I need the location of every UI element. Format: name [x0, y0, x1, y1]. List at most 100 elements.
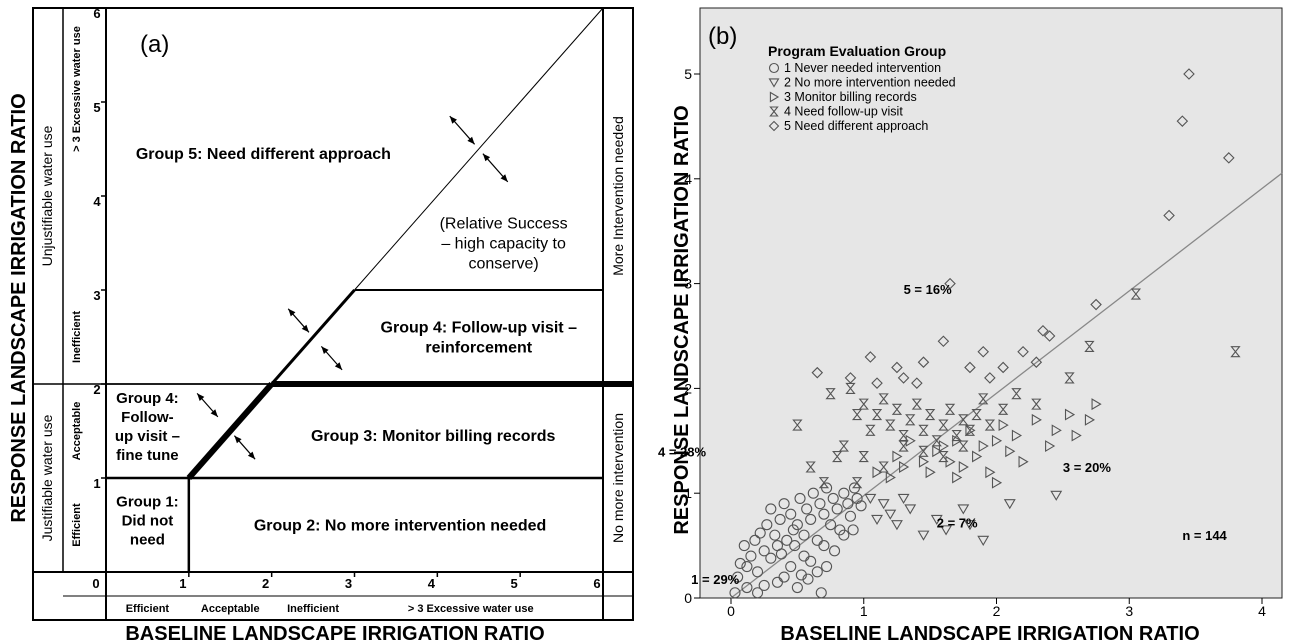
- legend-marker-4: [769, 106, 779, 117]
- data-point-series-4: [951, 430, 962, 442]
- data-point-series-1: [765, 503, 777, 515]
- data-point-series-3: [918, 455, 930, 468]
- data-point-series-4: [938, 450, 949, 463]
- data-point-series-3: [885, 471, 896, 484]
- data-point-series-4: [865, 424, 876, 436]
- data-point-series-4: [1031, 398, 1042, 410]
- panel-a-left-label: Justifiable water use: [39, 414, 55, 541]
- data-point-series-3: [972, 450, 983, 463]
- data-point-series-4: [938, 419, 949, 431]
- panel-a-bands: Efficient Acceptable Inefficient > 3 Excess…: [39, 26, 626, 615]
- data-point-series-2: [977, 535, 990, 546]
- panel-a-x-tick-label: 5: [511, 576, 518, 591]
- data-point-series-1: [842, 498, 854, 510]
- data-point-series-5: [1163, 209, 1175, 222]
- data-point-series-1: [825, 519, 837, 531]
- data-point-series-2: [917, 530, 930, 541]
- data-point-series-4: [858, 398, 869, 410]
- data-point-series-3: [965, 424, 976, 437]
- panel-b-y-tick-label: 2: [684, 380, 692, 396]
- panel-b-annotations: 5 = 16% 4 = 28% 3 = 20% 2 = 7% 1 = 29% n = 14…: [658, 282, 1228, 587]
- panel-b-y-axis-title: RESPONSE LANDSCAPE IRRIGATION RATIO: [671, 105, 693, 534]
- data-point-series-3: [991, 434, 1003, 447]
- panel-b-x-axis-title: BASELINE LANDSCAPE IRRIGATION RATIO: [780, 623, 1199, 643]
- data-point-series-5: [1183, 68, 1195, 80]
- data-point-series-4: [984, 419, 996, 431]
- arrow-up-left-5: [449, 115, 476, 145]
- panel-b-x-tick-label: 0: [727, 603, 735, 619]
- arrow-down-right-4: [320, 346, 343, 371]
- data-point-series-4: [958, 414, 969, 426]
- data-point-series-5: [1176, 115, 1189, 127]
- panel-a-group1-label: need: [130, 531, 165, 548]
- data-point-series-1: [751, 587, 764, 599]
- data-point-series-1: [828, 545, 841, 557]
- data-point-series-1: [781, 534, 793, 546]
- panel-a-x-band-label: Inefficient: [287, 603, 339, 615]
- legend-entry-3: 3 Monitor billing records: [784, 90, 917, 104]
- data-point-series-5: [1037, 324, 1049, 337]
- data-point-series-2: [957, 504, 970, 515]
- panel-a: (a) RESPONSE LANDSCAPE IRRIGATION RATIO …: [8, 6, 634, 643]
- panel-a-group1-label: Group 1:: [116, 493, 179, 510]
- data-point-series-3: [1051, 424, 1062, 437]
- data-point-series-4: [1064, 372, 1075, 384]
- panel-b-x-tick-label: 1: [860, 603, 868, 619]
- data-point-series-2: [871, 514, 883, 525]
- data-point-series-5: [864, 351, 877, 363]
- data-point-series-4: [958, 440, 969, 452]
- data-point-series-1: [741, 581, 753, 594]
- legend: Program Evaluation Group 1 Never needed …: [768, 43, 956, 133]
- data-point-series-3: [1031, 413, 1042, 426]
- data-point-series-5: [964, 361, 976, 374]
- panel-b-x-tick-label: 2: [993, 603, 1001, 619]
- data-point-series-1: [815, 587, 827, 599]
- data-point-series-4: [1084, 340, 1095, 353]
- panel-a-x-tick-label: 6: [593, 576, 600, 591]
- panel-b-y-tick-label: 4: [684, 171, 692, 187]
- data-point-series-3: [1005, 445, 1016, 458]
- panel-a-group4a-label: Group 4:: [116, 390, 179, 407]
- panel-a-group4a-label: up visit –: [115, 428, 180, 445]
- panel-b-frame: [699, 7, 1283, 599]
- panel-a-group4b-label: reinforcement: [425, 339, 532, 356]
- panel-b-x-tick-label: 3: [1125, 603, 1133, 619]
- data-point-series-1: [827, 492, 839, 504]
- data-point-series-4: [944, 403, 956, 415]
- data-point-series-5: [1017, 345, 1029, 358]
- data-point-series-2: [884, 509, 897, 520]
- panel-a-group4a-label: Follow-: [121, 409, 174, 426]
- data-point-series-2: [864, 493, 877, 505]
- data-point-series-2: [930, 514, 943, 525]
- data-point-series-1: [838, 487, 850, 499]
- data-point-series-1: [818, 540, 830, 552]
- data-point-series-5: [984, 372, 996, 384]
- panel-a-x-band-label: > 3 Excessive water use: [408, 603, 534, 615]
- panel-a-x-axis-title: BASELINE LANDSCAPE IRRIGATION RATIO: [125, 623, 544, 643]
- panel-a-grid: [33, 7, 633, 620]
- data-point-series-3: [1084, 413, 1096, 426]
- panel-b-y-tick-label: 1: [684, 485, 692, 501]
- data-point-series-4: [858, 450, 869, 463]
- legend-marker-2: [768, 78, 780, 88]
- data-point-series-1: [838, 529, 850, 541]
- data-point-series-5: [844, 372, 857, 384]
- data-point-series-3: [1071, 429, 1082, 442]
- panel-a-left-label: Unjustifiable water use: [39, 125, 55, 266]
- data-point-series-1: [791, 519, 803, 531]
- panel-a-y-tick-label: 6: [93, 6, 100, 21]
- data-point-series-3: [872, 466, 883, 479]
- data-point-series-1: [805, 555, 817, 567]
- panel-a-x-band-label: Acceptable: [201, 603, 260, 615]
- data-point-series-1: [814, 498, 826, 510]
- data-point-series-4: [971, 409, 982, 421]
- data-point-series-1: [807, 487, 819, 499]
- panel-a-x-tick-label: 4: [428, 576, 436, 591]
- data-point-series-2: [877, 499, 890, 510]
- data-point-series-5: [997, 361, 1009, 374]
- data-point-series-4: [918, 445, 929, 457]
- data-point-series-4: [878, 461, 889, 473]
- data-point-series-1: [754, 527, 766, 539]
- data-point-series-3: [925, 466, 936, 479]
